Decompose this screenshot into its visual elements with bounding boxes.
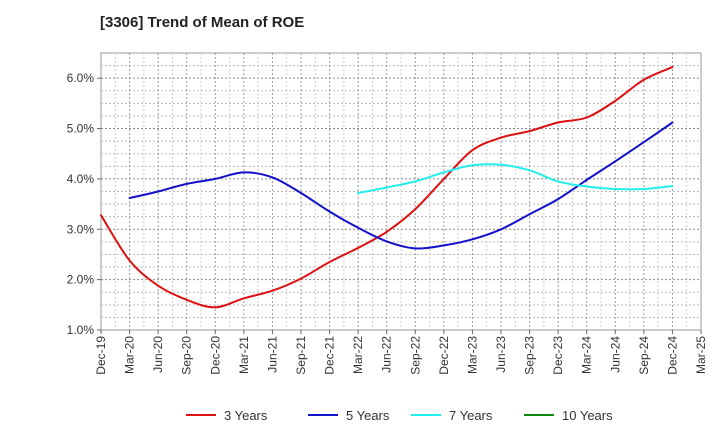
x-tick-label: Sep-21 xyxy=(294,336,308,375)
x-tick-label: Sep-20 xyxy=(180,336,194,375)
y-tick-label: 1.0% xyxy=(67,323,95,337)
x-tick-label: Sep-24 xyxy=(637,336,651,375)
y-tick-label: 5.0% xyxy=(67,122,95,136)
x-tick-label: Sep-22 xyxy=(408,336,422,375)
legend-label-10-years: 10 Years xyxy=(562,408,613,423)
legend: 3 Years 5 Years 7 Years 10 Years xyxy=(186,408,613,423)
legend-label-5-years: 5 Years xyxy=(346,408,390,423)
y-tick-label: 6.0% xyxy=(67,71,95,85)
x-tick-label: Dec-23 xyxy=(551,336,565,375)
x-tick-label: Mar-23 xyxy=(465,336,479,374)
x-tick-label: Dec-19 xyxy=(94,336,108,375)
series-line-3-years xyxy=(100,66,674,309)
series-line-5-years xyxy=(128,121,674,250)
x-tick-label: Mar-25 xyxy=(694,336,708,374)
x-tick-label: Sep-23 xyxy=(523,336,537,375)
legend-label-7-years: 7 Years xyxy=(449,408,493,423)
x-tick-label: Jun-23 xyxy=(494,336,508,373)
series-line-7-years xyxy=(357,163,674,194)
x-tick-label: Mar-20 xyxy=(123,336,137,374)
legend-label-3-years: 3 Years xyxy=(224,408,268,423)
x-axis-ticks: Dec-19 Mar-20 Jun-20 Sep-20 Dec-20 Mar-21 Jun-… xyxy=(94,330,708,375)
y-axis-ticks: 1.0% 2.0% 3.0% 4.0% 5.0% 6.0% xyxy=(67,71,101,337)
y-tick-label: 3.0% xyxy=(67,222,95,236)
y-tick-label: 4.0% xyxy=(67,172,95,186)
x-tick-label: Mar-24 xyxy=(580,336,594,374)
x-tick-label: Mar-22 xyxy=(351,336,365,374)
x-tick-label: Mar-21 xyxy=(237,336,251,374)
x-tick-label: Jun-22 xyxy=(380,336,394,373)
x-tick-label: Jun-20 xyxy=(151,336,165,373)
grid-lines xyxy=(101,53,701,330)
x-tick-label: Dec-22 xyxy=(437,336,451,375)
y-tick-label: 2.0% xyxy=(67,273,95,287)
x-tick-label: Jun-24 xyxy=(608,336,622,373)
x-tick-label: Dec-24 xyxy=(665,336,679,375)
x-tick-label: Jun-21 xyxy=(265,336,279,373)
x-tick-label: Dec-20 xyxy=(208,336,222,375)
chart-title: [3306] Trend of Mean of ROE xyxy=(100,14,305,31)
series-lines xyxy=(100,66,674,309)
x-tick-label: Dec-21 xyxy=(323,336,337,375)
